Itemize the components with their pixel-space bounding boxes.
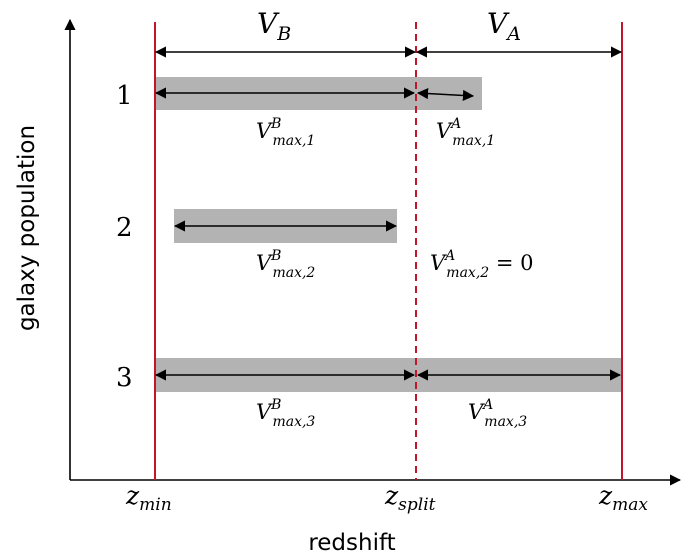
- x-axis-label: redshift: [308, 530, 395, 556]
- population-1-number: 1: [116, 81, 133, 111]
- zmax-label: zmax: [598, 481, 648, 515]
- population-2-right-label: VA max,2 = 0: [430, 248, 533, 281]
- vb-label: VB: [257, 7, 291, 45]
- y-axis-label: galaxy population: [14, 125, 40, 331]
- population-3-number: 3: [116, 363, 133, 393]
- population-1-right-label: VA max,1: [436, 116, 495, 149]
- zmin-label: zmin: [125, 481, 172, 515]
- population-3-right-label: VA max,3: [468, 397, 527, 430]
- zsplit-label: zsplit: [384, 481, 436, 515]
- va-label: VA: [487, 7, 521, 45]
- population-1-right-arrow: [416, 87, 475, 102]
- population-2-number: 2: [116, 213, 133, 243]
- population-3-left-label: VB max,3: [256, 397, 315, 430]
- population-2-left-label: VB max,2: [256, 248, 315, 281]
- population-1-left-label: VB max,1: [256, 116, 315, 149]
